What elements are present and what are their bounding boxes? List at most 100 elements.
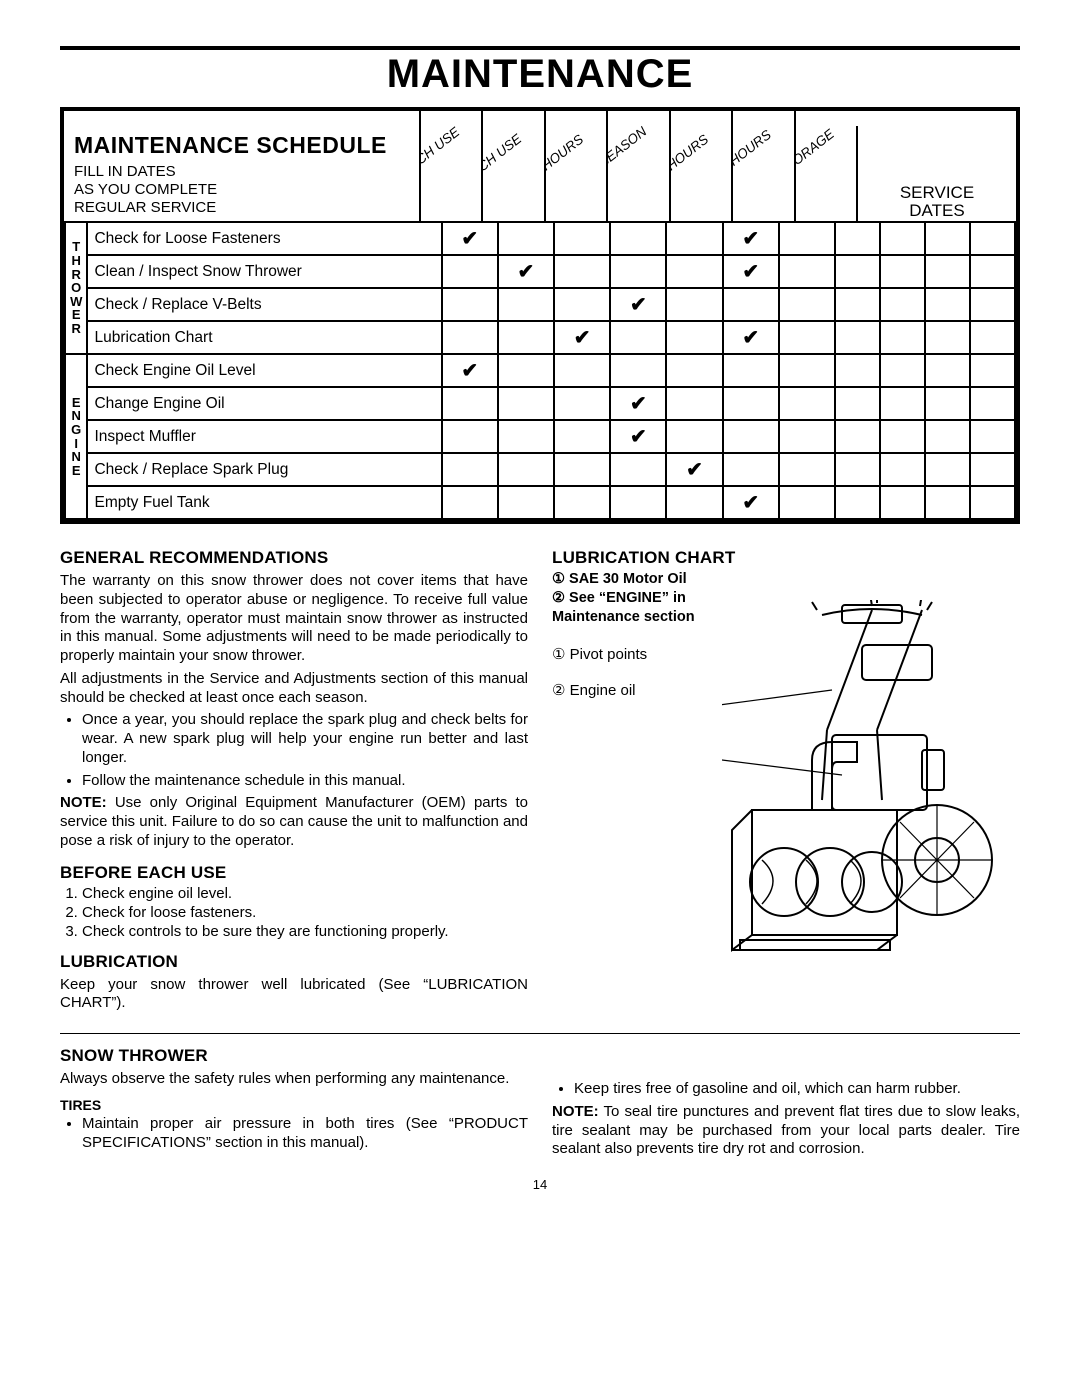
schedule-row: ENGINECheck Engine Oil Level	[65, 354, 1015, 387]
schedule-check-cell	[779, 420, 835, 453]
service-date-cell[interactable]	[880, 255, 925, 288]
schedule-check-cell	[442, 321, 498, 354]
schedule-col-header: OR EVERY SEASON	[606, 111, 668, 221]
schedule-check-cell	[610, 453, 666, 486]
service-date-cell[interactable]	[880, 387, 925, 420]
general-bullets: Once a year, you should replace the spar…	[82, 711, 528, 790]
service-date-cell[interactable]	[925, 222, 970, 255]
schedule-header-left: MAINTENANCE SCHEDULE FILL IN DATES AS YO…	[64, 124, 419, 221]
snow-thrower-heading: SNOW THROWER	[60, 1046, 528, 1066]
check-icon	[630, 294, 647, 316]
schedule-check-cell	[666, 288, 722, 321]
schedule-check-cell	[610, 288, 666, 321]
service-date-cell[interactable]	[880, 420, 925, 453]
maintenance-schedule: MAINTENANCE SCHEDULE FILL IN DATES AS YO…	[60, 107, 1020, 524]
schedule-check-cell	[442, 354, 498, 387]
service-date-cell[interactable]	[970, 321, 1015, 354]
service-date-cell[interactable]	[880, 453, 925, 486]
service-date-cell[interactable]	[970, 387, 1015, 420]
top-rule	[60, 46, 1020, 50]
schedule-check-cell	[442, 255, 498, 288]
schedule-check-cell	[779, 354, 835, 387]
service-date-cell[interactable]	[970, 222, 1015, 255]
service-date-cell[interactable]	[835, 486, 880, 519]
right-column: LUBRICATION CHART ① SAE 30 Motor Oil ② S…	[552, 536, 1020, 1017]
schedule-check-cell	[498, 387, 554, 420]
service-date-cell[interactable]	[970, 486, 1015, 519]
service-date-cell[interactable]	[880, 222, 925, 255]
service-date-cell[interactable]	[835, 222, 880, 255]
schedule-col-header: EVERY 25 HOURS	[544, 111, 606, 221]
schedule-check-cell	[498, 420, 554, 453]
check-icon	[461, 360, 478, 382]
schedule-check-cell	[723, 288, 779, 321]
schedule-check-cell	[554, 387, 610, 420]
check-icon	[742, 261, 759, 283]
schedule-check-cell	[610, 321, 666, 354]
schedule-check-cell	[498, 321, 554, 354]
service-date-cell[interactable]	[835, 321, 880, 354]
service-date-cell[interactable]	[880, 354, 925, 387]
schedule-check-cell	[723, 486, 779, 519]
schedule-check-cell	[498, 486, 554, 519]
schedule-row: Lubrication Chart	[65, 321, 1015, 354]
schedule-row: Clean / Inspect Snow Thrower	[65, 255, 1015, 288]
service-date-cell[interactable]	[925, 321, 970, 354]
schedule-check-cell	[442, 288, 498, 321]
service-date-cell[interactable]	[925, 288, 970, 321]
schedule-check-cell	[779, 387, 835, 420]
service-date-cell[interactable]	[880, 486, 925, 519]
schedule-task: Inspect Muffler	[87, 420, 441, 453]
schedule-check-cell	[610, 387, 666, 420]
service-date-cell[interactable]	[880, 321, 925, 354]
service-date-cell[interactable]	[925, 354, 970, 387]
schedule-check-cell	[554, 420, 610, 453]
service-date-cell[interactable]	[970, 354, 1015, 387]
service-date-cell[interactable]	[970, 420, 1015, 453]
schedule-check-cell	[779, 222, 835, 255]
service-date-cell[interactable]	[970, 453, 1015, 486]
schedule-task: Clean / Inspect Snow Thrower	[87, 255, 441, 288]
schedule-check-cell	[610, 354, 666, 387]
schedule-task: Check Engine Oil Level	[87, 354, 441, 387]
schedule-check-cell	[442, 453, 498, 486]
service-date-cell[interactable]	[925, 486, 970, 519]
snow-thrower-section: SNOW THROWER Always observe the safety r…	[60, 1046, 1020, 1163]
service-date-cell[interactable]	[925, 420, 970, 453]
service-date-cell[interactable]	[835, 453, 880, 486]
schedule-row: Change Engine Oil	[65, 387, 1015, 420]
schedule-row: Check / Replace V-Belts	[65, 288, 1015, 321]
schedule-check-cell	[442, 387, 498, 420]
schedule-check-cell	[554, 354, 610, 387]
schedule-check-cell	[610, 222, 666, 255]
service-dates-header: SERVICE DATES	[856, 126, 1016, 221]
tires-heading: TIRES	[60, 1097, 528, 1113]
schedule-check-cell	[610, 255, 666, 288]
schedule-check-cell	[498, 288, 554, 321]
general-p1: The warranty on this snow thrower does n…	[60, 572, 528, 666]
schedule-check-cell	[498, 222, 554, 255]
general-note: NOTE: Use only Original Equipment Manufa…	[60, 794, 528, 850]
snow-thrower-p: Always observe the safety rules when per…	[60, 1070, 528, 1089]
service-date-cell[interactable]	[835, 387, 880, 420]
page-title: MAINTENANCE	[60, 52, 1020, 97]
service-date-cell[interactable]	[835, 255, 880, 288]
service-date-cell[interactable]	[835, 288, 880, 321]
schedule-check-cell	[554, 288, 610, 321]
service-date-cell[interactable]	[925, 453, 970, 486]
service-date-cell[interactable]	[970, 255, 1015, 288]
schedule-check-cell	[779, 288, 835, 321]
service-date-cell[interactable]	[835, 420, 880, 453]
schedule-task: Check / Replace Spark Plug	[87, 453, 441, 486]
service-date-cell[interactable]	[880, 288, 925, 321]
service-date-cell[interactable]	[925, 255, 970, 288]
schedule-check-cell	[723, 420, 779, 453]
schedule-row: Empty Fuel Tank	[65, 486, 1015, 519]
schedule-check-cell	[723, 453, 779, 486]
service-date-cell[interactable]	[925, 387, 970, 420]
schedule-check-cell	[442, 222, 498, 255]
service-date-cell[interactable]	[970, 288, 1015, 321]
service-date-cell[interactable]	[835, 354, 880, 387]
snow-thrower-right: Keep tires free of gasoline and oil, whi…	[552, 1046, 1020, 1163]
general-heading: GENERAL RECOMMENDATIONS	[60, 548, 528, 568]
